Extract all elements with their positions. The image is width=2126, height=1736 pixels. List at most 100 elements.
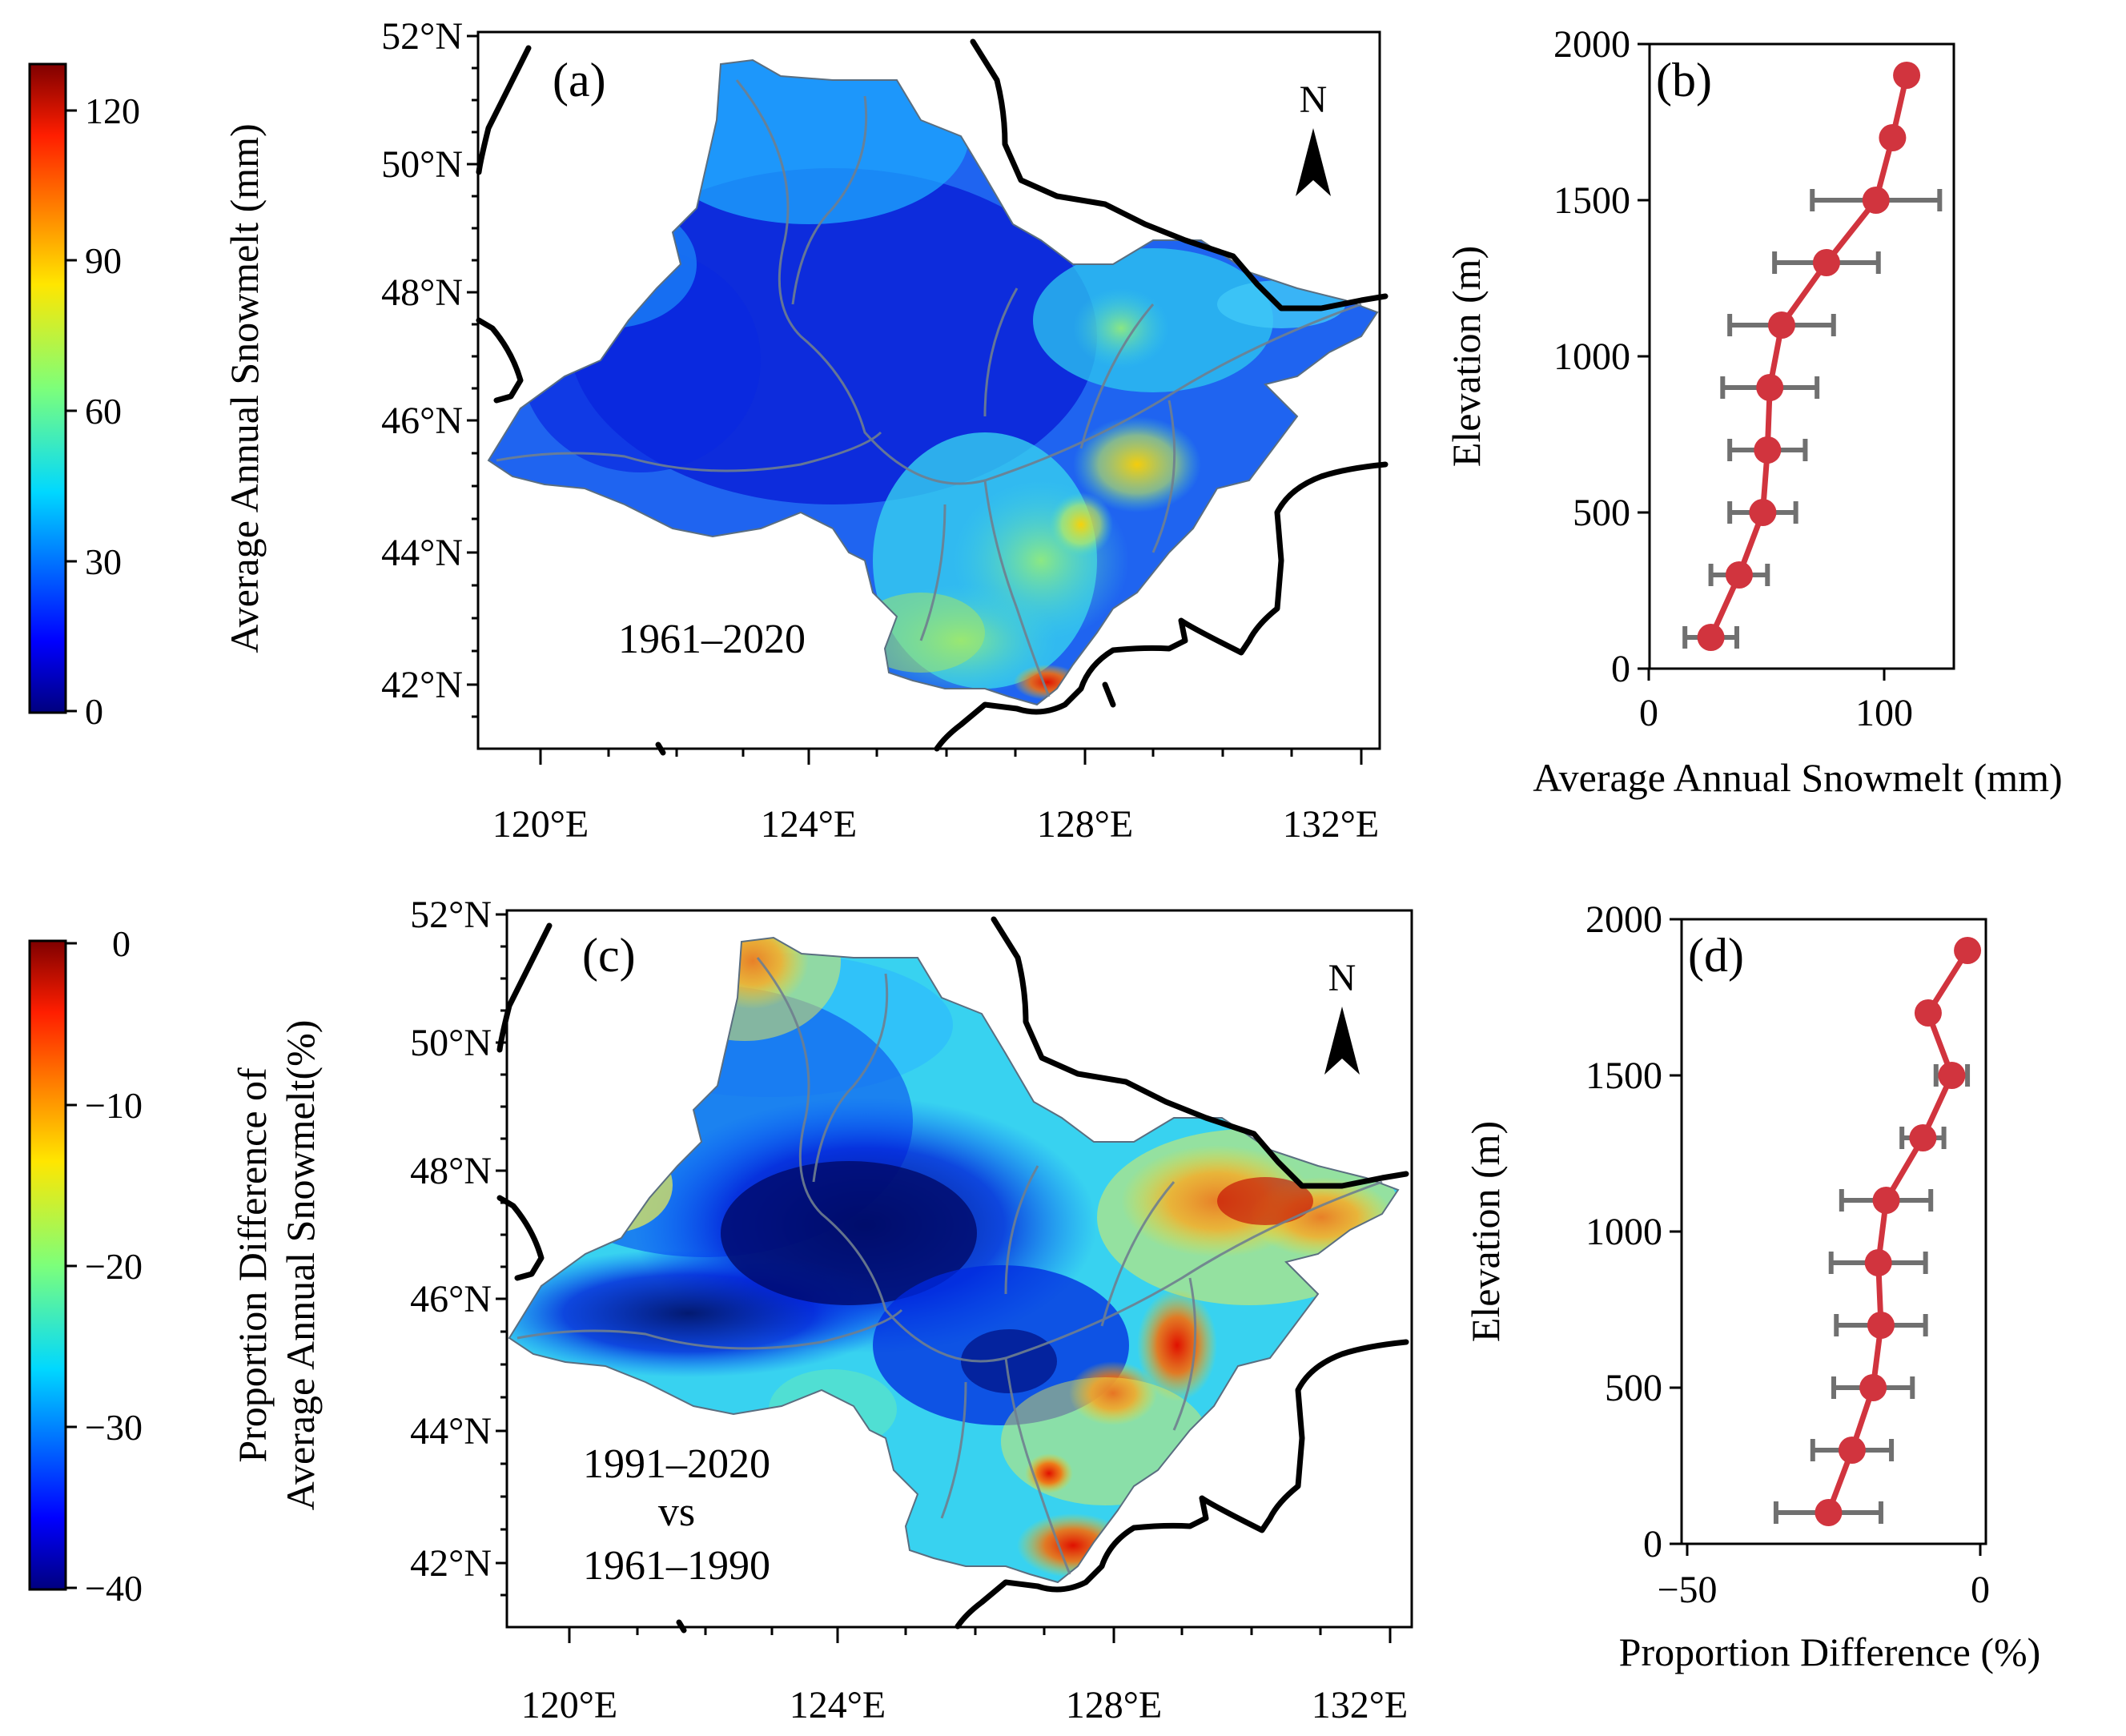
colorbar-c-ticks: 0 −10 −20 −30 −40 <box>66 923 143 1609</box>
panel-b: 0 500 1000 1500 2000 Elevation (m) 0 100… <box>1444 23 2063 800</box>
map-c-lon-ticks <box>568 1627 1392 1643</box>
data-point <box>1954 937 1982 964</box>
map-c-lon-128: 128°E <box>1066 1684 1163 1726</box>
series-line <box>1708 74 1910 639</box>
north-arrow-icon <box>1324 1007 1360 1075</box>
data-point <box>1697 624 1725 651</box>
chart-b-ytick-500: 500 <box>1573 492 1630 534</box>
panel-d: 0 500 1000 1500 2000 Elevation (m) −50 0… <box>1463 898 2040 1674</box>
map-c-borders <box>496 916 1409 1634</box>
north-arrow-c: N <box>1324 957 1360 1075</box>
colorbar-c-tick-m30: −30 <box>85 1407 143 1448</box>
panel-a: 120 90 60 30 0 Average Annual Snowmelt (… <box>28 15 1389 846</box>
map-a-lat-50: 50°N <box>381 143 463 186</box>
map-c-period: 1991–2020 vs 1961–1990 <box>583 1441 770 1589</box>
map-c-lon-labels: 120°E 124°E 128°E 132°E <box>521 1684 1409 1726</box>
colorbar-c-tick-m40: −40 <box>85 1568 143 1609</box>
map-a-lon-labels: 120°E 124°E 128°E 132°E <box>492 803 1380 846</box>
data-point <box>1859 1374 1887 1401</box>
colorbar-c-label-line1: Proportion Difference of <box>230 1067 275 1463</box>
north-arrow-a: N <box>1296 78 1331 196</box>
map-a-basin <box>488 60 1377 705</box>
map-c-lat-52: 52°N <box>410 894 492 936</box>
map-c-lat-labels: 52°N 50°N 48°N 46°N 44°N 42°N <box>410 894 492 1585</box>
chart-d-panel-label: (d) <box>1688 929 1744 982</box>
chart-d-xlabel: Proportion Difference (%) <box>1619 1630 2041 1674</box>
chart-d-ytick-2000: 2000 <box>1585 898 1662 941</box>
chart-b-ytick-1500: 1500 <box>1553 179 1630 222</box>
map-c-lat-ticks <box>496 913 507 1597</box>
map-a-frame <box>476 30 1381 750</box>
map-c: 52°N 50°N 48°N 46°N 44°N 42°N 120°E 124°… <box>410 894 1413 1726</box>
chart-d-xtick-0: 0 <box>1971 1569 1990 1611</box>
chart-b-xlabel: Average Annual Snowmelt (mm) <box>1533 755 2062 800</box>
map-c-lon-124: 124°E <box>790 1684 886 1726</box>
chart-b-panel-label: (b) <box>1656 54 1712 106</box>
colorbar-c-tick-0: 0 <box>112 923 131 964</box>
colorbar-c-tick-m20: −20 <box>85 1246 143 1287</box>
map-a-lat-44: 44°N <box>381 532 463 574</box>
data-point <box>1838 1437 1866 1464</box>
chart-d-ytick-0: 0 <box>1643 1523 1662 1565</box>
colorbar-a-tick-30: 30 <box>85 541 122 582</box>
data-point <box>1914 999 1942 1027</box>
map-c-period-line2: vs <box>658 1489 695 1535</box>
panel-c: 0 −10 −20 −30 −40 Proportion Difference … <box>28 894 1413 1726</box>
data-point <box>1893 62 1921 89</box>
series-line <box>1826 949 1971 1514</box>
data-point <box>1815 1499 1843 1526</box>
colorbar-a-ticks: 120 90 60 30 0 <box>66 90 140 732</box>
map-c-panel-label: (c) <box>582 929 636 982</box>
chart-b-ytick-1000: 1000 <box>1553 336 1630 378</box>
map-a-lat-labels: 52°N 50°N 48°N 46°N 44°N 42°N <box>381 15 463 706</box>
chart-d-ytick-1000: 1000 <box>1585 1211 1662 1253</box>
map-c-period-line3: 1961–1990 <box>583 1543 770 1589</box>
map-a: 52°N 50°N 48°N 46°N 44°N 42°N 120°E 124°… <box>381 15 1389 846</box>
data-point <box>1879 124 1907 151</box>
north-arrow-icon <box>1296 128 1331 196</box>
map-a-rivers <box>496 79 1362 697</box>
map-a-lon-120: 120°E <box>492 803 589 846</box>
chart-b-plot <box>1682 62 1943 651</box>
chart-b-xtick-0: 0 <box>1639 692 1658 734</box>
map-a-lat-42: 42°N <box>381 664 463 706</box>
chart-d-ytick-1500: 1500 <box>1585 1055 1662 1097</box>
north-arrow-a-label: N <box>1300 78 1328 121</box>
map-a-lon-128: 128°E <box>1037 803 1134 846</box>
colorbar-a-tick-60: 60 <box>85 391 122 432</box>
map-a-lon-124: 124°E <box>761 803 858 846</box>
map-c-lon-120: 120°E <box>521 1684 618 1726</box>
map-a-lat-46: 46°N <box>381 400 463 442</box>
colorbar-a-tick-90: 90 <box>85 240 122 281</box>
colorbar-a-tick-120: 120 <box>85 90 140 131</box>
map-a-lat-52: 52°N <box>381 15 463 58</box>
map-a-period: 1961–2020 <box>618 617 806 662</box>
data-point <box>1938 1062 1966 1089</box>
map-c-frame <box>505 909 1413 1629</box>
data-point <box>1862 187 1890 214</box>
map-c-rivers <box>516 957 1383 1575</box>
chart-b-ylabel: Elevation (m) <box>1444 246 1489 467</box>
data-point <box>1725 561 1753 589</box>
chart-b-yaxis: 0 500 1000 1500 2000 Elevation (m) <box>1444 23 1650 690</box>
data-point <box>1767 311 1795 339</box>
map-a-lon-132: 132°E <box>1283 803 1380 846</box>
chart-d-yaxis: 0 500 1000 1500 2000 Elevation (m) <box>1463 898 1682 1565</box>
chart-b-ytick-0: 0 <box>1611 648 1630 690</box>
data-point <box>1754 436 1782 464</box>
data-point <box>1812 249 1840 276</box>
colorbar-a <box>28 62 67 714</box>
data-point <box>1864 1249 1892 1276</box>
chart-d-plot <box>1773 937 1982 1526</box>
north-arrow-c-label: N <box>1328 957 1356 999</box>
map-c-lat-42: 42°N <box>410 1542 492 1585</box>
chart-b-xaxis: 0 100 Average Annual Snowmelt (mm) <box>1533 669 2063 800</box>
map-c-lat-44: 44°N <box>410 1410 492 1453</box>
map-c-lat-48: 48°N <box>410 1150 492 1192</box>
map-c-period-line1: 1991–2020 <box>583 1441 770 1487</box>
data-point <box>1756 374 1784 401</box>
map-c-lat-50: 50°N <box>410 1022 492 1064</box>
colorbar-c-tick-m10: −10 <box>85 1085 143 1126</box>
data-point <box>1909 1124 1937 1151</box>
